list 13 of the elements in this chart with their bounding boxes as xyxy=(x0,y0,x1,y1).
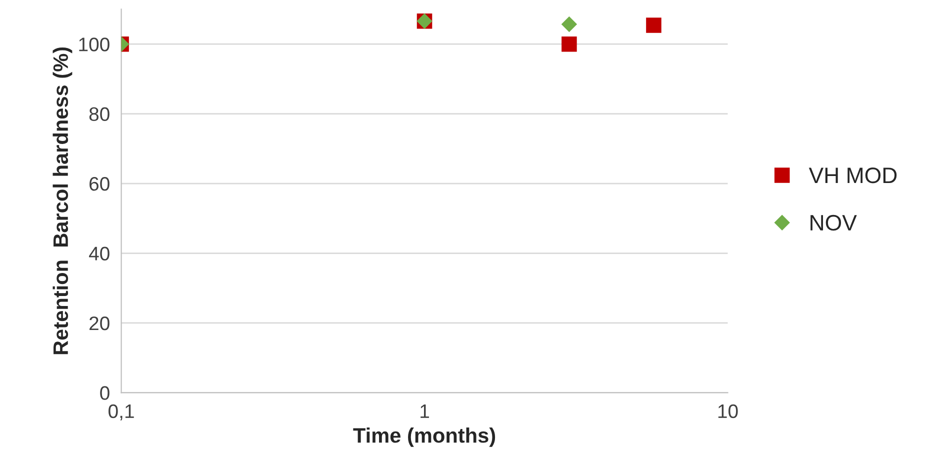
y-tick-label: 60 xyxy=(90,177,110,191)
x-tick-label: 1 xyxy=(420,404,429,418)
y-axis-title: Retention Barcol hardness (%) xyxy=(52,47,72,354)
legend-label: VH MOD xyxy=(808,168,897,184)
y-tick-label: 100 xyxy=(79,38,110,52)
y-tick-label: 80 xyxy=(89,107,110,122)
legend-label: NOV xyxy=(810,214,857,231)
y-tick-label: 40 xyxy=(89,246,110,260)
y-tick-label: 0 xyxy=(100,386,110,400)
x-tick-label: 10 xyxy=(718,404,738,418)
y-tick-label: 20 xyxy=(90,316,110,330)
x-axis-title: Time (months) xyxy=(353,427,496,447)
x-tick-label: 0,1 xyxy=(108,404,134,420)
